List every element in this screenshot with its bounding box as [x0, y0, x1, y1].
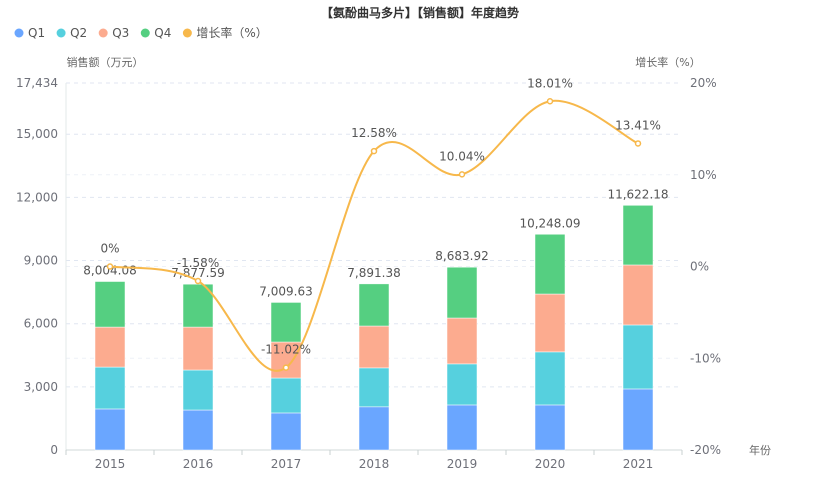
legend-marker-2[interactable] — [98, 28, 108, 38]
total-labels: 8,004.08 7,877.597,009.637,891.388,683.92… — [83, 187, 668, 298]
growth-point-2015[interactable] — [106, 263, 114, 270]
growth-line-path — [109, 99, 639, 372]
legend-marker-1[interactable] — [56, 28, 66, 38]
y2-tick-label: 0% — [690, 260, 709, 274]
legend-label-1[interactable]: Q2 — [70, 26, 87, 40]
x-tick-label-2017: 2017 — [271, 457, 302, 471]
x-tick-label-2019: 2019 — [447, 457, 478, 471]
y-tick-label: 3,000 — [24, 380, 58, 394]
bar-q3-2019[interactable] — [446, 317, 478, 365]
x-tick-label-2021: 2021 — [623, 457, 654, 471]
y-tick-label: 6,000 — [24, 317, 58, 331]
growth-label-2019: 10.04% — [439, 149, 485, 163]
y-tick-label: 0 — [50, 443, 58, 457]
legend-marker-3[interactable] — [140, 28, 150, 38]
x-tick-label-2015: 2015 — [95, 457, 126, 471]
growth-point-2017[interactable] — [282, 364, 290, 371]
y2-axis-ticks: -20% -10% 0% 10% 20% — [690, 76, 721, 457]
legend-marker-0[interactable] — [14, 28, 24, 38]
legend-label-2[interactable]: Q3 — [112, 26, 129, 40]
bar-q1-2016[interactable] — [182, 409, 214, 451]
bar-q1-2020[interactable] — [534, 404, 566, 451]
bar-q2-2021[interactable] — [622, 324, 654, 390]
y-axis-title: 销售额（万元） — [67, 55, 144, 69]
growth-point-2020[interactable] — [546, 98, 554, 105]
bar-q3-2015[interactable] — [94, 326, 126, 368]
legend-label-4[interactable]: 增长率（%） — [196, 25, 267, 40]
total-label-2016: 7,877.59 — [171, 266, 224, 280]
y-tick-label: 15,000 — [16, 127, 58, 141]
bar-q1-2019[interactable] — [446, 404, 478, 451]
total-label-2020: 10,248.09 — [519, 216, 580, 230]
x-tick-label-2016: 2016 — [183, 457, 214, 471]
y2-tick-label: -10% — [690, 351, 721, 365]
growth-point-2016[interactable] — [194, 277, 202, 285]
y2-tick-label: -20% — [690, 443, 721, 457]
growth-label-2017: -11.02% — [261, 343, 311, 357]
bar-q1-2021[interactable] — [622, 388, 654, 451]
bar-q1-2017[interactable] — [270, 412, 302, 451]
bar-q4-2018[interactable] — [358, 283, 390, 327]
bar-q3-2016[interactable] — [182, 326, 214, 371]
y-tick-label: 9,000 — [24, 254, 58, 268]
bar-q2-2018[interactable] — [358, 367, 390, 408]
growth-point-2019[interactable] — [458, 171, 466, 178]
bar-q4-2017[interactable] — [270, 302, 302, 343]
y-axis-ticks: 0 3,000 6,000 9,000 12,000 15,000 17,434 — [16, 76, 58, 457]
growth-label-2016: -1.58% — [177, 256, 219, 270]
bar-q3-2020[interactable] — [534, 293, 566, 353]
bar-q3-2017[interactable] — [270, 341, 302, 379]
bar-q4-2016[interactable] — [182, 283, 214, 328]
x-tick-label-2018: 2018 — [359, 457, 390, 471]
bar-q2-2020[interactable] — [534, 351, 566, 406]
legend-label-3[interactable]: Q4 — [154, 26, 171, 40]
x-axis-ticks: 2015 2016 2017 2018 2019 2020 2021 — [95, 457, 654, 471]
y-tick-label: 17,434 — [16, 76, 58, 90]
chart-title: 【氨酚曲马多片】【销售额】年度趋势 — [321, 5, 519, 20]
bar-q3-2018[interactable] — [358, 325, 390, 369]
bar-q4-2015[interactable] — [94, 281, 126, 328]
total-label-2019: 8,683.92 — [435, 249, 488, 263]
bar-q2-2017[interactable] — [270, 377, 302, 414]
growth-label-2018: 12.58% — [351, 126, 397, 140]
total-label-2018: 7,891.38 — [347, 266, 400, 280]
bar-q4-2019[interactable] — [446, 266, 478, 319]
bar-q4-2021[interactable] — [622, 205, 654, 266]
x-tick-label-2020: 2020 — [535, 457, 566, 471]
legend-label-0[interactable]: Q1 — [28, 26, 45, 40]
growth-line: 0% -1.58% -11.02% 12.58% 10.04% 18.01% 13.41% — [100, 76, 661, 372]
y2-tick-label: 10% — [690, 168, 717, 182]
total-label-2017: 7,009.63 — [259, 284, 312, 298]
bar-q2-2015[interactable] — [94, 366, 126, 410]
x-axis-title: 年份 — [749, 443, 771, 457]
growth-point-2018[interactable] — [370, 147, 378, 155]
bar-q1-2018[interactable] — [358, 406, 390, 451]
bar-q2-2019[interactable] — [446, 363, 478, 406]
bar-q4-2020[interactable] — [534, 234, 566, 295]
y2-axis-title: 增长率（%） — [635, 55, 700, 69]
legend-marker-4[interactable] — [182, 28, 192, 38]
bars — [94, 205, 654, 451]
bar-q1-2015[interactable] — [94, 408, 126, 451]
growth-point-2021[interactable] — [634, 140, 642, 147]
y-tick-label: 12,000 — [16, 190, 58, 204]
bar-q2-2016[interactable] — [182, 369, 214, 411]
bar-q3-2021[interactable] — [622, 264, 654, 326]
legend: Q1 Q2 Q3 Q4 增长率（%） — [14, 25, 268, 40]
growth-label-2015: 0% — [100, 242, 119, 256]
growth-label-2020: 18.01% — [527, 76, 573, 90]
total-label-2021: 11,622.18 — [607, 187, 668, 201]
y2-tick-label: 20% — [690, 76, 717, 90]
growth-label-2021: 13.41% — [615, 118, 661, 132]
